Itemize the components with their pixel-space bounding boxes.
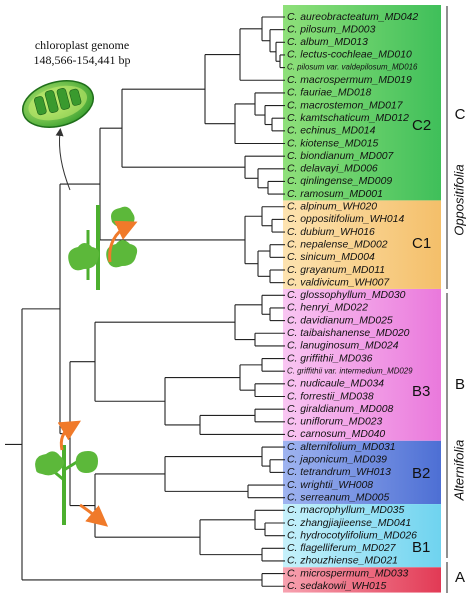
leaf-label: C. glossophyllum_MD030 [287, 290, 406, 301]
leaf-label: C. biondianum_MD007 [287, 151, 394, 162]
clade-label: C1 [412, 235, 431, 252]
leaf-label: C. uniflorum_MD023 [287, 417, 383, 428]
clade-band [283, 289, 441, 441]
header-title: chloroplast genome [35, 38, 129, 52]
plant-icon [68, 205, 138, 290]
leaf-label: C. forrestii_MD038 [287, 391, 374, 402]
leaf-label: C. lanuginosum_MD024 [287, 341, 399, 352]
leaf-label: C. pilosum var. valdepilosum_MD016 [287, 63, 418, 72]
leaf-label: C. sedakowii_WH015 [287, 581, 387, 592]
leaf-label: C. oppositifolium_WH014 [287, 214, 404, 225]
leaf-label: C. aureobracteatum_MD042 [287, 12, 418, 23]
leaf-label: C. nepalense_MD002 [287, 239, 388, 250]
leaf-label: C. lectus-cochleae_MD010 [287, 50, 412, 61]
group-name: Alternifolia [451, 440, 466, 502]
leaf-label: C. grayanum_MD011 [287, 265, 385, 276]
leaf-label: C. zhouzhiense_MD021 [287, 556, 398, 567]
leaf-label: C. valdivicum_WH007 [287, 277, 390, 288]
leaf-label: C. wrightii_WH008 [287, 480, 373, 491]
clade-bands [283, 5, 441, 593]
leaf-label: C. tetrandrum_WH013 [287, 467, 391, 478]
leaf-label: C. alternifolium_MD031 [287, 442, 396, 453]
leaf-label: C. pilosum_MD003 [287, 24, 376, 35]
leaf-label: C. carnosum_MD040 [287, 429, 385, 440]
group-letter: C [455, 106, 466, 123]
leaf-label: C. macrophyllum_MD035 [287, 505, 404, 516]
leaf-label: C. delavayi_MD006 [287, 164, 378, 175]
clade-band [283, 5, 441, 201]
header-subtitle: 148,566-154,441 bp [34, 53, 131, 67]
leaf-label: C. fauriae_MD018 [287, 88, 372, 99]
leaf-label: C. kamtschaticum_MD012 [287, 113, 409, 124]
leaf-label: C. taibaishanense_MD020 [287, 328, 410, 339]
arrow [57, 420, 82, 451]
group-name: Oppositifolia [451, 164, 466, 236]
chloroplast-icon [22, 80, 94, 128]
leaf-label: C. microspermum_MD033 [287, 568, 408, 579]
arrow [79, 503, 109, 527]
leaf-label: C. davidianum_MD025 [287, 315, 393, 326]
leaf-label: C. zhangjiajieense_MD041 [287, 518, 411, 529]
leaf-label: C. serreanum_MD005 [287, 492, 389, 503]
leaf-label: C. qinlingense_MD009 [287, 176, 392, 187]
leaf-label: C. henryi_MD022 [287, 303, 368, 314]
clade-label: B1 [412, 539, 430, 556]
leaf-label: C. giraldianum_MD008 [287, 404, 393, 415]
leaf-label: C. griffithii var. intermedium_MD029 [287, 366, 413, 375]
leaf-label: C. hydrocotylifolium_MD026 [287, 530, 417, 541]
arrow [108, 220, 138, 263]
leaf-label: C. kiotense_MD015 [287, 138, 378, 149]
leaf-label: C. alpinum_WH020 [287, 202, 377, 213]
leaf-label: C. dubium_WH016 [287, 227, 375, 238]
leaf-label: C. nudicaule_MD034 [287, 379, 384, 390]
clade-label: C2 [412, 117, 431, 134]
leaf-label: C. macrospermum_MD019 [287, 75, 412, 86]
group-letter: B [455, 376, 465, 393]
leaf-label: C. album_MD013 [287, 37, 368, 48]
arrow [55, 128, 71, 191]
clade-band [283, 440, 441, 504]
clade-band [283, 200, 441, 289]
leaf-label: C. ramosum_MD001 [287, 189, 383, 200]
clade-band [283, 567, 441, 593]
leaf-label: C. flagelliferum_MD027 [287, 543, 397, 554]
leaf-label: C. macrostemon_MD017 [287, 100, 404, 111]
leaf-label: C. sinicum_MD004 [287, 252, 375, 263]
clade-band [283, 504, 441, 568]
clade-label: B2 [412, 465, 430, 482]
group-letter: A [455, 569, 465, 586]
plant-icon [35, 445, 98, 525]
leaf-label: C. echinus_MD014 [287, 126, 376, 137]
clade-label: B3 [412, 383, 430, 400]
leaf-label: C. griffithii_MD036 [287, 353, 373, 364]
leaf-label: C. japonicum_MD039 [287, 455, 387, 466]
